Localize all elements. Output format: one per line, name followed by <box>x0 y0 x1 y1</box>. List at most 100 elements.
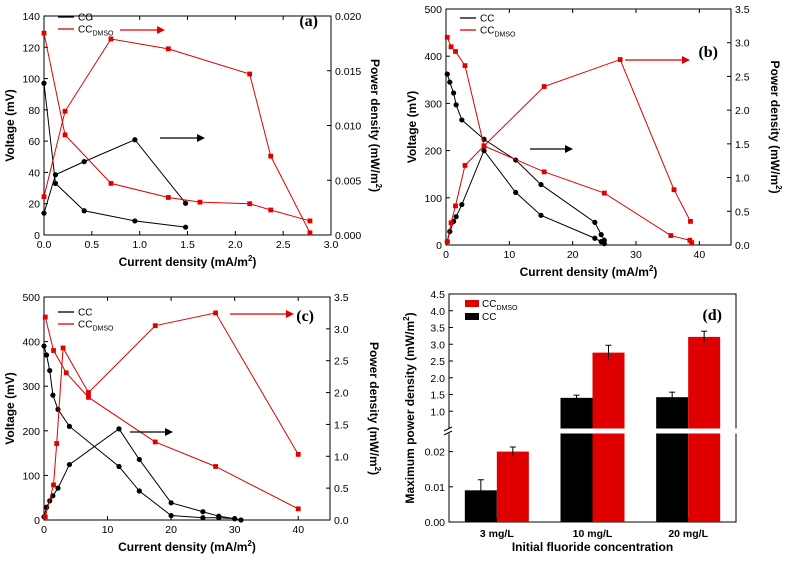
data-point <box>66 461 73 468</box>
data-point <box>165 195 171 200</box>
data-point <box>50 392 56 398</box>
y-tick-label: 300 <box>22 381 40 393</box>
data-point <box>54 441 60 446</box>
data-point <box>307 230 313 236</box>
bar-cc <box>656 397 689 522</box>
data-point <box>688 219 693 224</box>
legend-label-cc: CC <box>482 312 496 323</box>
data-point <box>213 464 218 469</box>
data-point <box>453 214 459 220</box>
data-point <box>55 406 61 412</box>
data-point <box>62 108 68 114</box>
y2-tick-label: 0.015 <box>335 66 361 78</box>
data-point <box>52 180 59 186</box>
data-point <box>232 516 238 522</box>
data-point <box>601 241 607 247</box>
data-point <box>132 218 138 224</box>
series-line-1 <box>43 428 235 520</box>
y-tick-label: 1.0 <box>430 406 445 418</box>
legend-label-ccdmso: CCDMSO <box>482 299 518 312</box>
data-point <box>238 517 244 523</box>
x-tick-label: 40 <box>693 249 705 261</box>
plot-frame <box>43 296 331 521</box>
data-point <box>182 200 189 206</box>
chart-panel-d: 1.0 1.5 2.0 2.5 3.0 3.5 4.0 4.5 0.00 0.01 0.02 3 mg… <box>402 289 738 554</box>
y-tick-label: 0.00 <box>425 517 446 529</box>
data-point <box>41 194 47 200</box>
legend-label-ccdmso: CCDMSO <box>480 26 516 39</box>
data-point <box>63 370 69 376</box>
data-point <box>66 423 73 429</box>
data-point <box>41 343 47 349</box>
data-point <box>216 513 222 519</box>
data-point <box>200 515 206 521</box>
data-point <box>459 117 465 123</box>
y-tick-label: 400 <box>22 337 40 349</box>
x-tick-label: 20 <box>165 524 177 536</box>
y2-tick-label: 1.0 <box>334 451 349 463</box>
y-tick-label: 2.5 <box>430 356 445 368</box>
bar-cc <box>560 397 593 522</box>
data-point <box>41 30 47 36</box>
legend-swatch-cc <box>465 313 479 320</box>
y2-tick-label: 0.005 <box>335 175 361 187</box>
data-point <box>81 208 87 214</box>
y-tick-label: 4.0 <box>430 306 445 318</box>
data-point <box>55 485 61 491</box>
data-point <box>51 348 56 353</box>
y-tick-label: 0 <box>34 230 40 242</box>
y-tick-label: 200 <box>424 146 442 158</box>
data-point <box>538 212 544 218</box>
x-tick-label: 0.5 <box>85 239 100 251</box>
data-point <box>168 512 174 519</box>
data-point <box>451 90 457 96</box>
axis-arrow-head <box>565 145 573 153</box>
y-tick-label: 120 <box>22 42 40 54</box>
bar-cc-dmso <box>592 352 625 522</box>
data-point <box>444 34 450 40</box>
x-axis-label: Current density (mA/m2) <box>118 539 256 554</box>
y-tick-label: 20 <box>28 199 40 211</box>
x-tick-label: 10 <box>102 524 114 536</box>
y2-tick-label: 2.0 <box>735 105 750 117</box>
x-tick-label: 1.0 <box>132 239 147 251</box>
y2-axis-label: Power density (mW/m2) <box>768 60 783 193</box>
legend-swatch-ccdmso <box>465 300 479 307</box>
data-point <box>448 220 454 226</box>
data-point <box>213 310 218 316</box>
y2-tick-label: 0.020 <box>335 11 361 23</box>
data-point <box>601 190 607 196</box>
y2-axis-label: Power density (mW/m2) <box>367 342 382 475</box>
y-tick-label: 0 <box>436 240 442 252</box>
series-line-3 <box>43 38 311 234</box>
data-point <box>541 169 547 175</box>
data-point <box>598 232 604 238</box>
series-line-3 <box>44 312 299 517</box>
data-point <box>132 137 138 143</box>
y2-tick-label: 1.0 <box>735 173 750 185</box>
data-point <box>200 509 206 515</box>
data-point <box>295 506 301 512</box>
data-point <box>538 181 544 188</box>
y-tick-label: 60 <box>28 136 40 148</box>
y-tick-label: 140 <box>22 11 40 23</box>
data-point <box>268 207 274 213</box>
y-tick-label: 300 <box>424 98 442 110</box>
data-point <box>42 514 48 520</box>
y2-tick-label: 0.000 <box>335 230 361 242</box>
chart-panel-b: 0 10 20 30 4001002003004005000.00.51.01.52.0… <box>405 4 783 279</box>
legend-label-cc: CC <box>78 308 92 319</box>
y2-tick-label: 0.010 <box>335 121 361 133</box>
data-point <box>152 439 158 445</box>
data-point <box>136 488 142 494</box>
data-point <box>108 36 114 42</box>
data-point <box>108 180 114 186</box>
y-tick-label: 200 <box>22 426 40 438</box>
data-point <box>247 201 253 207</box>
y-axis-label: Voltage (mV) <box>3 372 17 444</box>
data-point <box>62 132 68 138</box>
data-point <box>136 456 142 463</box>
data-point <box>295 451 301 457</box>
x-tick-label: 30 <box>229 524 241 536</box>
axis-arrow-head <box>197 134 205 142</box>
